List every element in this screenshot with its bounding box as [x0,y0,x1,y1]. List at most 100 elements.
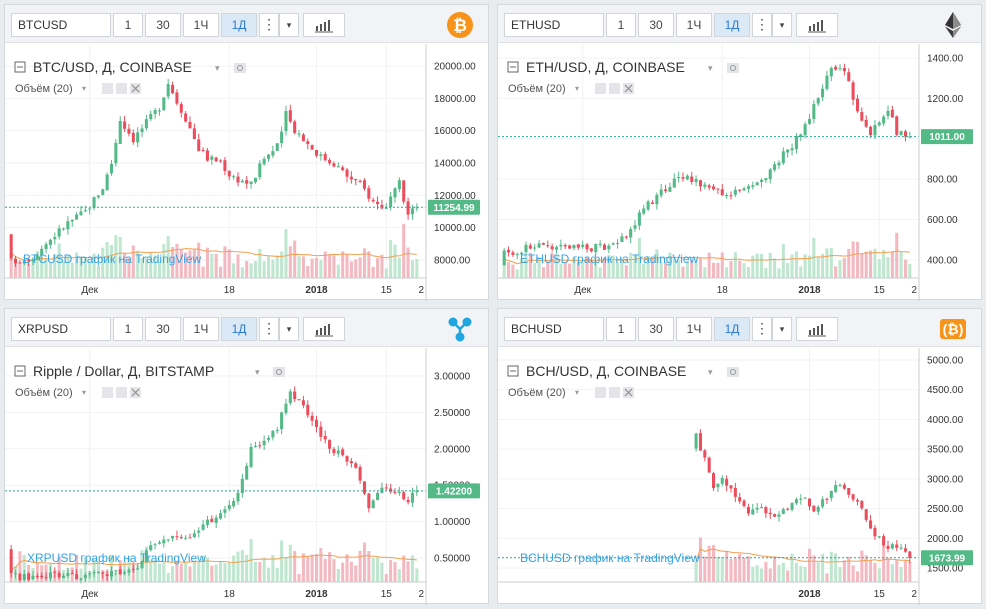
volume-bar [807,548,812,582]
candle [101,571,105,579]
title-caret[interactable]: ▾ [708,63,713,73]
candle [162,535,166,548]
volume-bar [336,264,340,278]
volume-caret[interactable]: ▾ [575,388,579,397]
interval-30-button[interactable]: 30 [145,317,181,341]
interval-30-button[interactable]: 30 [638,317,674,341]
volume-bar [655,249,659,278]
interval-1h-button[interactable]: 1Ч [676,13,712,37]
x-tick-label: 2018 [798,285,821,296]
volume-close-icon[interactable] [623,387,634,398]
volume-close-icon[interactable] [623,83,634,94]
volume-settings-icon[interactable] [116,83,127,94]
tradingview-watermark[interactable]: BTCUSD график на TradingView [23,252,202,266]
interval-dropdown-button[interactable]: ▾ [279,13,299,37]
volume-bar [61,261,66,278]
volume-settings-icon[interactable] [609,387,620,398]
candle [873,524,877,541]
interval-30-button[interactable]: 30 [145,13,181,37]
interval-1h-button[interactable]: 1Ч [183,13,219,37]
symbol-input[interactable]: XRPUSD [11,317,111,341]
candle [384,483,388,491]
volume-bar [227,562,231,582]
volume-bar [707,252,711,278]
tradingview-watermark[interactable]: BCHUSD график на TradingView [520,551,700,565]
volume-bar [314,257,319,278]
interval-1h-button[interactable]: 1Ч [676,317,712,341]
time-axis: Дек 18 2018 15 2 [81,285,424,296]
candle [781,507,785,515]
volume-settings-icon[interactable] [116,387,127,398]
volume-bar [83,557,87,582]
eye-icon[interactable] [273,367,285,377]
series-title: BTC/USD, Д, COINBASE [33,59,192,75]
interval-1-button[interactable]: 1 [606,317,636,341]
interval-1d-button[interactable]: 1Д [714,13,750,37]
candle [903,543,907,553]
interval-1h-button[interactable]: 1Ч [183,317,219,341]
eye-icon[interactable] [727,367,739,377]
chart-style-button[interactable] [303,13,345,37]
ripple-icon [448,317,472,342]
volume-bar [175,561,179,582]
more-intervals-button[interactable]: ⋮ [259,317,279,341]
symbol-input[interactable]: BCHUSD [504,317,604,341]
title-caret[interactable]: ▾ [215,63,220,73]
volume-bar [123,253,127,278]
candle [332,446,336,456]
interval-1-button[interactable]: 1 [606,13,636,37]
volume-bar [794,562,798,582]
interval-30-button[interactable]: 30 [638,13,674,37]
title-caret[interactable]: ▾ [255,367,260,377]
candle [22,569,26,583]
chart-style-button[interactable] [796,13,838,37]
volume-caret[interactable]: ▾ [82,388,86,397]
symbol-input[interactable]: ETHUSD [504,13,604,37]
interval-1-button[interactable]: 1 [113,13,143,37]
volume-bar [786,570,790,582]
volume-settings-icon[interactable] [609,83,620,94]
eye-icon[interactable] [234,63,246,73]
volume-eye-icon[interactable] [595,387,606,398]
tradingview-watermark[interactable]: ETHUSD график на TradingView [520,252,699,266]
price-chart[interactable]: 5000.00 4500.00 4000.00 3500.00 3000.00 2500.… [498,348,983,605]
volume-bar [712,262,716,278]
more-intervals-button[interactable]: ⋮ [752,317,772,341]
interval-dropdown-button[interactable]: ▾ [772,317,792,341]
candle [554,245,559,254]
interval-1-button[interactable]: 1 [113,317,143,341]
interval-dropdown-button[interactable]: ▾ [279,317,299,341]
title-caret[interactable]: ▾ [708,367,713,377]
price-chart[interactable]: 1400.001200.001000.00800.00600.00400.00 … [498,44,983,301]
y-tick-label: 1.00000 [434,517,471,528]
volume-bar [585,257,589,278]
more-intervals-button[interactable]: ⋮ [752,13,772,37]
eye-icon[interactable] [727,63,739,73]
volume-bar [384,574,388,582]
candle [240,179,244,183]
interval-dropdown-button[interactable]: ▾ [772,13,792,37]
interval-1d-button[interactable]: 1Д [221,317,257,341]
volume-eye-icon[interactable] [102,83,113,94]
volume-eye-icon[interactable] [595,83,606,94]
tradingview-watermark[interactable]: XRPUSD график на TradingView [27,551,206,565]
volume-close-icon[interactable] [130,83,141,94]
candle [184,535,188,541]
interval-1d-button[interactable]: 1Д [221,13,257,37]
price-chart[interactable]: 3.000002.500002.000001.500001.000000.500… [5,348,490,605]
volume-bar [288,246,292,278]
interval-1d-button[interactable]: 1Д [714,317,750,341]
volume-caret[interactable]: ▾ [575,84,579,93]
candle [53,232,57,245]
symbol-input[interactable]: BTCUSD [11,13,111,37]
volume-close-icon[interactable] [130,387,141,398]
volume-bar [249,539,253,582]
price-chart[interactable]: 20000.00 18000.00 16000.00 14000.00 12000.00… [5,44,490,301]
chart-style-button[interactable] [303,317,345,341]
volume-bar [70,567,74,582]
chart-style-button[interactable] [796,317,838,341]
volume-caret[interactable]: ▾ [82,84,86,93]
volume-eye-icon[interactable] [102,387,113,398]
more-intervals-button[interactable]: ⋮ [259,13,279,37]
volume-bar [755,565,759,582]
